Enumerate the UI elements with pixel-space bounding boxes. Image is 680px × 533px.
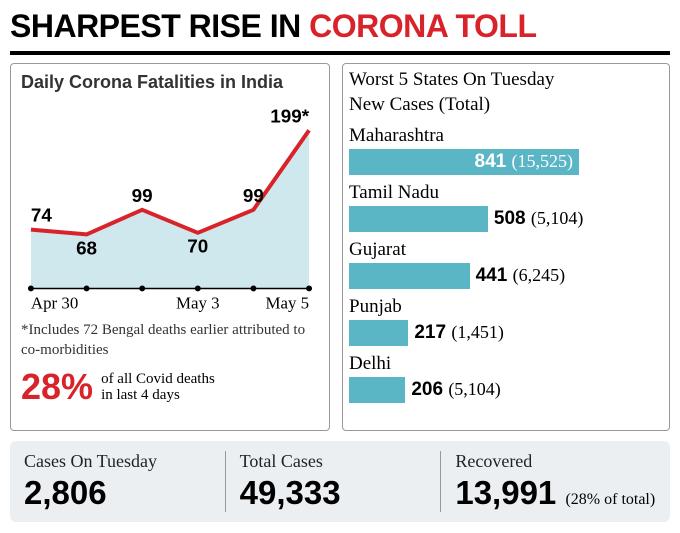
footer-cell: Total Cases 49,333 [225, 451, 441, 512]
svg-text:70: 70 [187, 236, 208, 257]
bar-chart-heading: Worst 5 States On TuesdayNew Cases (Tota… [349, 68, 663, 117]
footer-label: Recovered [455, 451, 656, 472]
bar-wrap: 841 (15,525) [349, 149, 663, 175]
footer-value: 2,806 [24, 474, 225, 512]
bar-chart-panel: Worst 5 States On TuesdayNew Cases (Tota… [342, 63, 670, 431]
columns: Daily Corona Fatalities in India 7468997… [10, 63, 670, 431]
pct-line: 28% of all Covid deathsin last 4 days [21, 366, 319, 408]
bar-state-label: Tamil Nadu [349, 182, 663, 204]
line-chart-panel: Daily Corona Fatalities in India 7468997… [10, 63, 330, 431]
svg-text:May 3: May 3 [176, 293, 220, 312]
main-title: SHARPEST RISE IN CORONA TOLL [10, 8, 670, 55]
svg-text:May 5: May 5 [265, 293, 309, 312]
bar-row: Maharashtra 841 (15,525) [349, 125, 663, 175]
bar-wrap: 206 (5,104) [349, 377, 663, 403]
footer-cell: Recovered 13,991 (28% of total) [440, 451, 656, 512]
title-red: CORONA TOLL [309, 8, 536, 44]
bar-row: Punjab 217 (1,451) [349, 296, 663, 346]
svg-text:99: 99 [243, 185, 264, 206]
infographic-container: SHARPEST RISE IN CORONA TOLL Daily Coron… [0, 0, 680, 533]
bar-row: Gujarat 441 (6,245) [349, 239, 663, 289]
bar-state-label: Maharashtra [349, 125, 663, 147]
footer-cell: Cases On Tuesday 2,806 [24, 451, 225, 512]
footer-value: 49,333 [240, 474, 441, 512]
line-chart-footnote: *Includes 72 Bengal deaths earlier attri… [21, 321, 319, 360]
svg-text:Apr 30: Apr 30 [31, 293, 78, 312]
line-chart-svg: 74 68 99 70 99 199* Apr 30 May 3 May 5 [21, 97, 319, 317]
footer-label: Total Cases [240, 451, 441, 472]
svg-text:74: 74 [31, 205, 52, 226]
title-black: SHARPEST RISE IN [10, 8, 309, 44]
bar-state-label: Delhi [349, 353, 663, 375]
line-chart-heading: Daily Corona Fatalities in India [21, 72, 319, 93]
svg-text:199*: 199* [270, 105, 309, 126]
footer-value: 13,991 (28% of total) [455, 474, 656, 512]
line-chart-area: 74 68 99 70 99 199* Apr 30 May 3 May 5 [21, 97, 319, 317]
bar-wrap: 441 (6,245) [349, 263, 663, 289]
bar-wrap: 217 (1,451) [349, 320, 663, 346]
pct-text: of all Covid deathsin last 4 days [101, 371, 215, 404]
svg-text:99: 99 [132, 185, 153, 206]
bar-state-label: Punjab [349, 296, 663, 318]
bar-wrap: 508 (5,104) [349, 206, 663, 232]
bar-state-label: Gujarat [349, 239, 663, 261]
footer-stats: Cases On Tuesday 2,806 Total Cases 49,33… [10, 441, 670, 522]
svg-text:68: 68 [76, 237, 97, 258]
pct-value: 28% [21, 366, 93, 407]
footer-label: Cases On Tuesday [24, 451, 225, 472]
bar-row: Tamil Nadu 508 (5,104) [349, 182, 663, 232]
bar-row: Delhi 206 (5,104) [349, 353, 663, 403]
bars-container: Maharashtra 841 (15,525) Tamil Nadu 508 … [349, 125, 663, 408]
